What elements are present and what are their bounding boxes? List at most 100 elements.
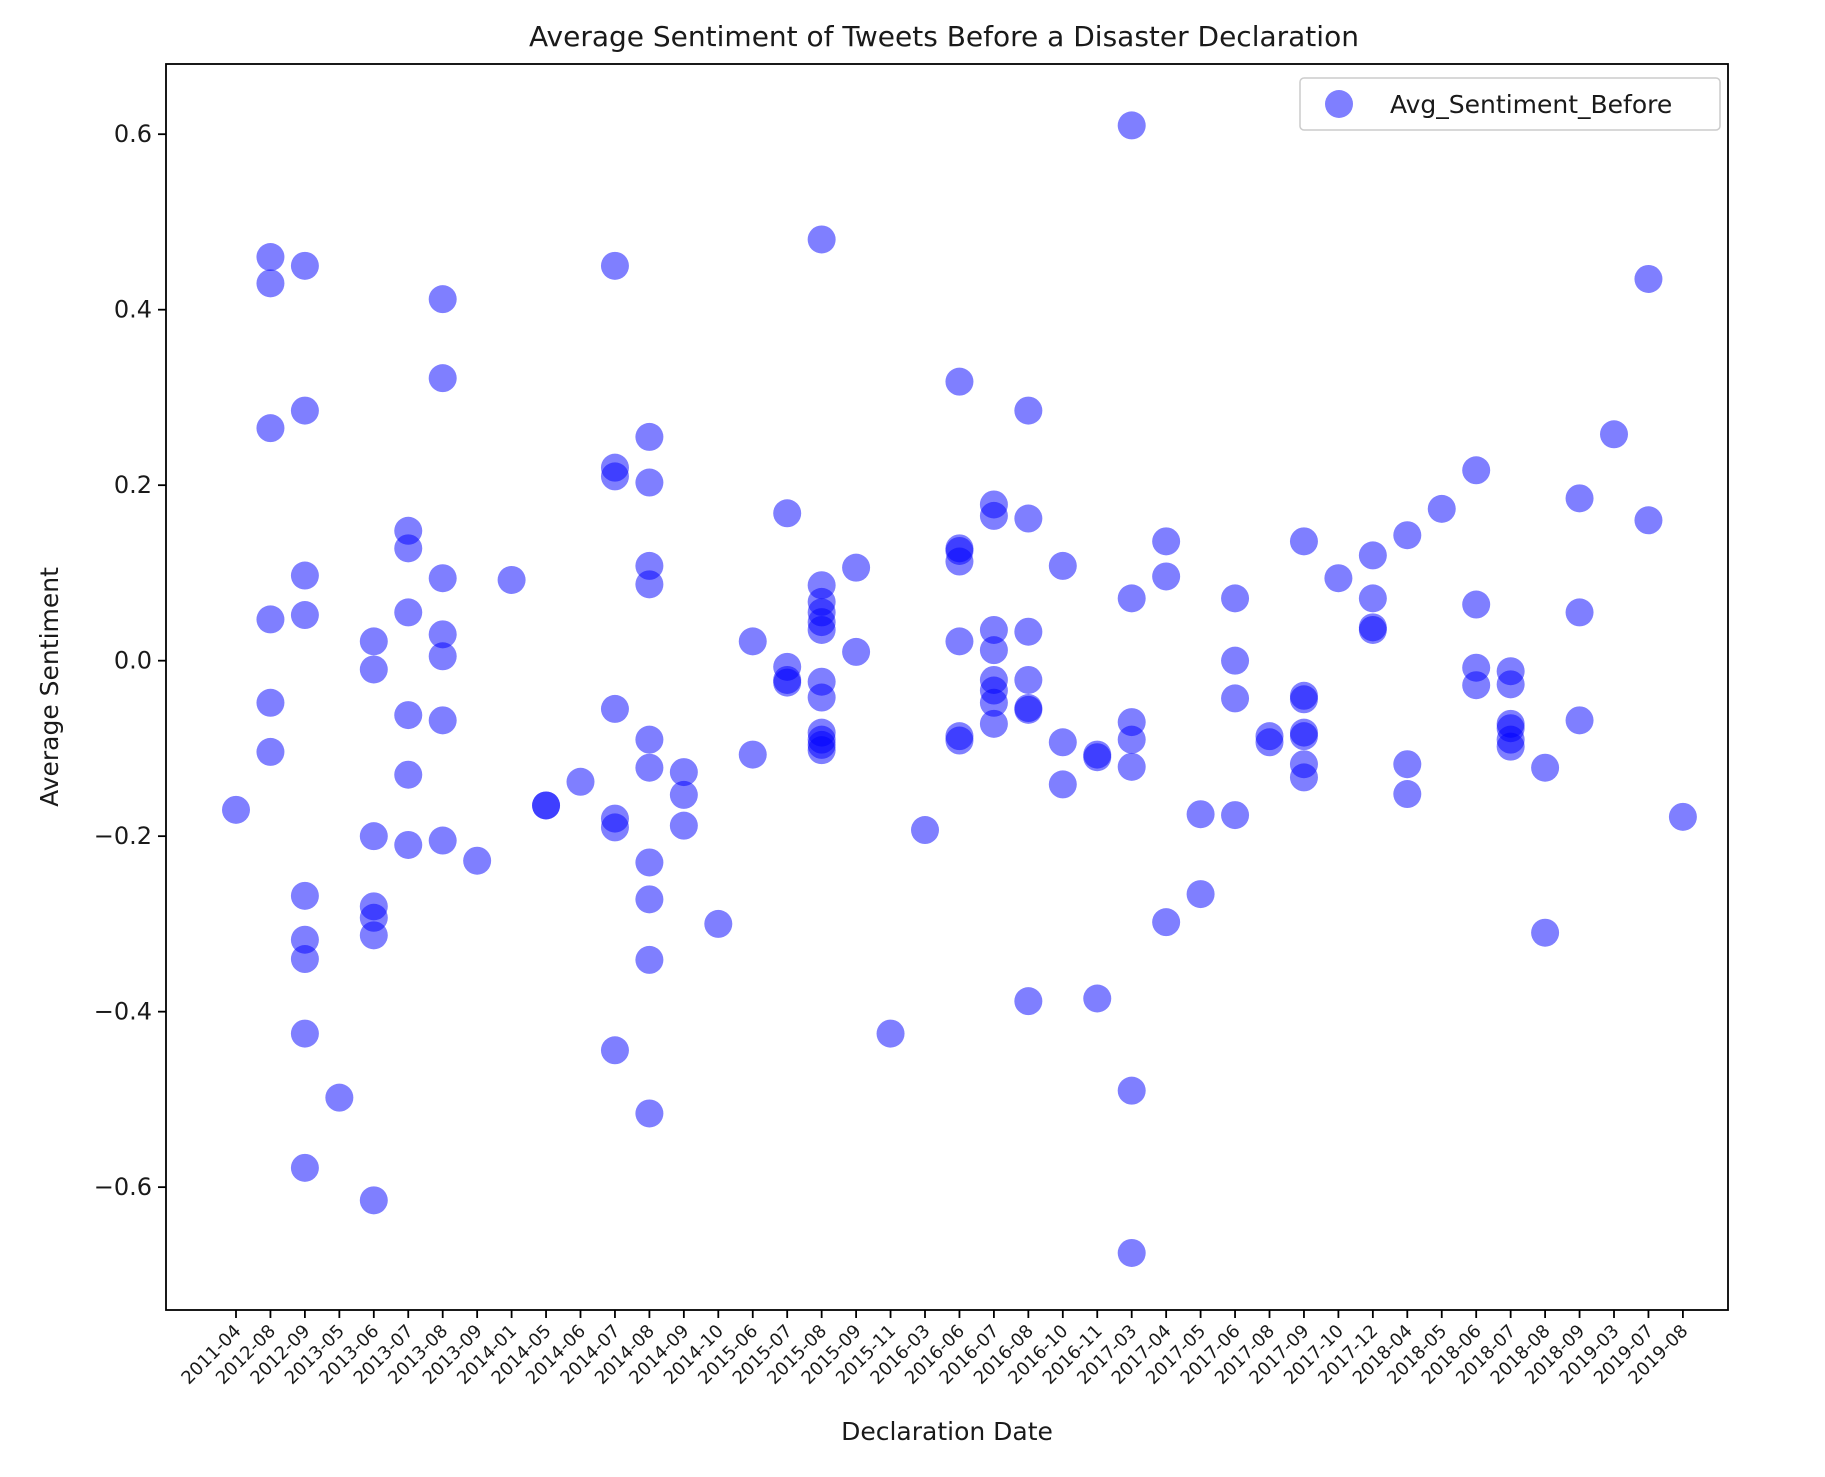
data-point xyxy=(1048,728,1077,757)
data-point xyxy=(1358,584,1387,613)
y-tick-label: 0.6 xyxy=(114,120,152,148)
data-point xyxy=(635,885,664,914)
data-point xyxy=(979,615,1008,644)
data-point xyxy=(635,725,664,754)
data-point xyxy=(1462,590,1491,619)
data-point xyxy=(256,737,285,766)
data-point xyxy=(428,706,457,735)
data-point xyxy=(979,636,1008,665)
y-axis-label: Average Sentiment xyxy=(35,567,64,807)
data-point xyxy=(1289,527,1318,556)
data-point xyxy=(428,364,457,393)
data-point xyxy=(1565,598,1594,627)
data-point xyxy=(1186,800,1215,829)
plot-frame xyxy=(165,63,1729,1311)
data-point xyxy=(359,655,388,684)
data-point xyxy=(1083,743,1112,772)
data-point xyxy=(394,598,423,627)
data-point xyxy=(1014,617,1043,646)
data-point xyxy=(1117,1238,1146,1267)
data-point xyxy=(1152,527,1181,556)
data-point xyxy=(1462,671,1491,700)
data-point xyxy=(635,945,664,974)
data-point xyxy=(1221,646,1250,675)
data-point xyxy=(635,1099,664,1128)
data-point xyxy=(738,627,767,656)
data-point xyxy=(1634,506,1663,535)
data-point xyxy=(1083,984,1112,1013)
data-point xyxy=(669,811,698,840)
data-points xyxy=(222,111,1697,1267)
x-axis-label: Declaration Date xyxy=(841,1417,1053,1446)
data-point xyxy=(600,1036,629,1065)
data-point xyxy=(394,701,423,730)
legend-label: Avg_Sentiment_Before xyxy=(1390,90,1672,119)
data-point xyxy=(222,795,250,824)
data-point xyxy=(359,822,388,851)
data-point xyxy=(1152,562,1181,591)
data-point xyxy=(945,726,974,755)
data-point xyxy=(566,767,595,796)
y-tick-label: 0.2 xyxy=(114,471,152,499)
data-point xyxy=(1014,987,1043,1016)
data-point xyxy=(807,683,836,712)
data-point xyxy=(256,269,285,298)
data-point xyxy=(1324,564,1353,593)
data-point xyxy=(428,642,457,671)
data-point xyxy=(1117,584,1146,613)
data-point xyxy=(1048,770,1077,799)
data-point xyxy=(1462,456,1491,485)
data-point xyxy=(256,605,285,634)
y-tick-label: 0.4 xyxy=(114,296,152,324)
data-point xyxy=(979,501,1008,530)
data-point xyxy=(635,753,664,782)
data-point xyxy=(1668,802,1697,831)
data-point xyxy=(1565,706,1594,735)
data-point xyxy=(1496,670,1525,699)
data-point xyxy=(394,830,423,859)
data-point xyxy=(738,740,767,769)
data-point xyxy=(1152,908,1181,937)
data-point xyxy=(807,615,836,644)
data-point xyxy=(1600,420,1628,449)
data-point xyxy=(876,1019,905,1048)
y-tick-label: 0.0 xyxy=(114,647,152,675)
data-point xyxy=(1221,684,1250,713)
data-point xyxy=(1531,918,1560,947)
data-point xyxy=(669,780,698,809)
data-point xyxy=(359,627,388,656)
data-point xyxy=(945,627,974,656)
data-point xyxy=(359,1186,388,1215)
data-point xyxy=(773,668,802,697)
data-point xyxy=(807,736,836,765)
data-point xyxy=(1117,725,1146,754)
data-point xyxy=(394,534,423,563)
data-point xyxy=(497,565,526,594)
data-point xyxy=(1221,584,1250,613)
data-point xyxy=(290,396,319,425)
data-point xyxy=(1255,728,1284,757)
data-point xyxy=(1358,541,1387,570)
data-point xyxy=(635,570,664,599)
data-point xyxy=(290,925,319,954)
data-point xyxy=(463,846,492,875)
data-point xyxy=(1186,880,1215,909)
data-point xyxy=(842,553,871,582)
data-point xyxy=(325,1083,354,1112)
data-point xyxy=(1014,695,1043,724)
y-tick-label: −0.4 xyxy=(94,998,152,1026)
data-point xyxy=(394,760,423,789)
data-point xyxy=(256,414,285,443)
data-point xyxy=(1427,494,1456,523)
data-point xyxy=(1117,1076,1146,1105)
legend-marker xyxy=(1325,90,1353,118)
data-point xyxy=(635,468,664,497)
data-point xyxy=(290,1019,319,1048)
legend: Avg_Sentiment_Before xyxy=(1299,77,1721,131)
data-point xyxy=(635,422,664,451)
data-point xyxy=(600,694,629,723)
data-point xyxy=(945,547,974,576)
data-point xyxy=(290,561,319,590)
data-point xyxy=(290,881,319,910)
data-point xyxy=(359,921,388,950)
